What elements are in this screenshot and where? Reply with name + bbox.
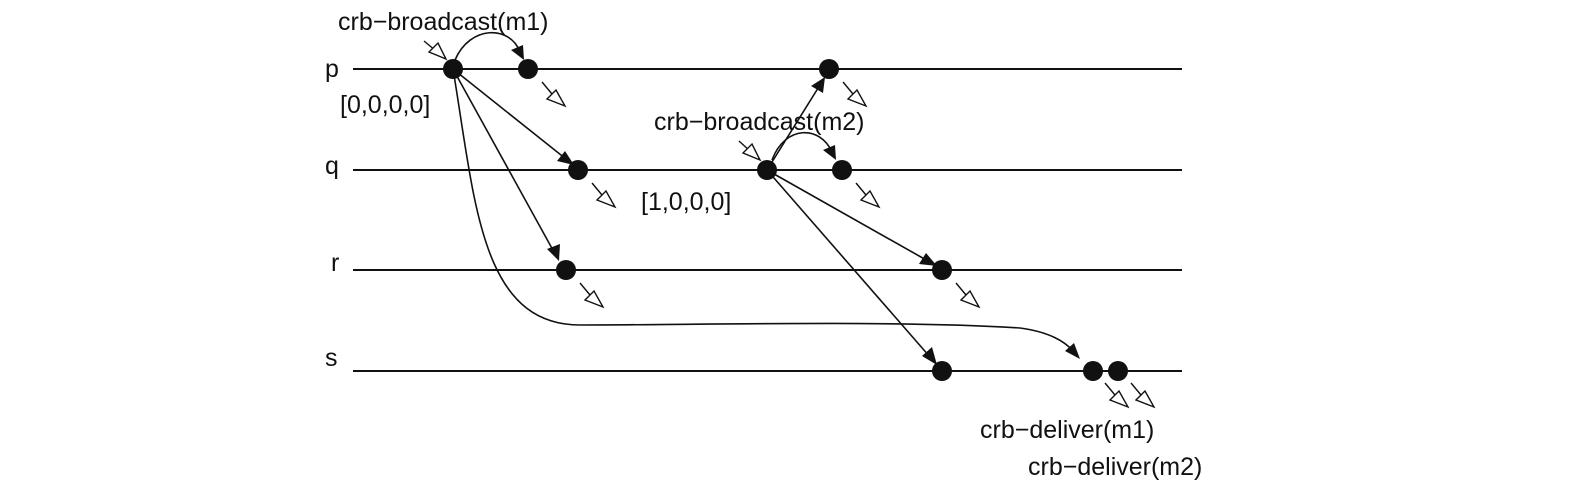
arrowhead-m1-q [557, 151, 574, 165]
hollow-arrow-deliver-m2-r [955, 282, 981, 309]
message-m2-q-to-p [766, 84, 821, 171]
hollow-arrow-deliver-m1-q [591, 182, 617, 209]
label-broadcast-m2: crb−broadcast(m2) [654, 108, 865, 136]
event-dot-p-broadcast-m1 [443, 59, 463, 79]
label-deliver-m1: crb−deliver(m1) [980, 416, 1154, 444]
message-m1-p-to-p [454, 31, 521, 61]
event-dot-r-deliver-m1 [556, 260, 576, 280]
event-dot-p-deliver-m2 [819, 59, 839, 79]
event-dot-q-deliver-m2 [832, 160, 852, 180]
event-dot-q-broadcast-m2 [757, 160, 777, 180]
arrowhead-m1-r [547, 244, 560, 261]
message-m1-p-to-r [452, 68, 555, 253]
event-dot-p-deliver-m1 [518, 59, 538, 79]
hollow-arrow-deliver-m1-s [1104, 382, 1130, 409]
arrowhead-m2-s [922, 347, 937, 365]
process-label-s: s [325, 344, 338, 372]
event-dot-s-deliver-m1 [1083, 361, 1103, 381]
event-dot-q-deliver-m1 [568, 160, 588, 180]
hollow-arrow-deliver-m1-r [579, 282, 605, 309]
hollow-arrow-broadcast-m2-in [738, 140, 762, 162]
label-vector-q: [1,0,0,0] [641, 188, 731, 216]
message-m1-p-to-s [452, 68, 1073, 351]
hollow-arrow-deliver-m2-s [1130, 382, 1156, 409]
message-m2-q-to-s [766, 169, 931, 358]
process-label-q: q [325, 152, 339, 180]
process-label-r: r [331, 249, 339, 277]
arrowhead-m1-s [1065, 343, 1080, 359]
event-dot-s-receive-m2 [932, 361, 952, 381]
arrowhead-m2-p [811, 77, 825, 93]
hollow-arrow-deliver-m2-q [855, 182, 881, 209]
hollow-arrow-broadcast-m1-in [423, 40, 448, 61]
event-dot-r-deliver-m2 [932, 260, 952, 280]
message-m1-p-to-q [452, 68, 567, 160]
message-m2-q-to-r [766, 169, 929, 262]
process-label-p: p [325, 55, 339, 83]
label-broadcast-m1: crb−broadcast(m1) [338, 8, 549, 36]
hollow-arrow-deliver-m1-p [541, 81, 567, 108]
arrowhead-m2-q [823, 145, 836, 160]
arrowhead-m2-r [919, 253, 937, 266]
hollow-arrow-deliver-m2-p [842, 81, 868, 108]
arrowhead-m1-p [511, 45, 524, 60]
message-m2-q-to-q [771, 131, 833, 161]
event-dot-s-deliver-m2 [1108, 361, 1128, 381]
label-deliver-m2: crb−deliver(m2) [1028, 453, 1202, 481]
label-vector-p: [0,0,0,0] [340, 91, 430, 119]
